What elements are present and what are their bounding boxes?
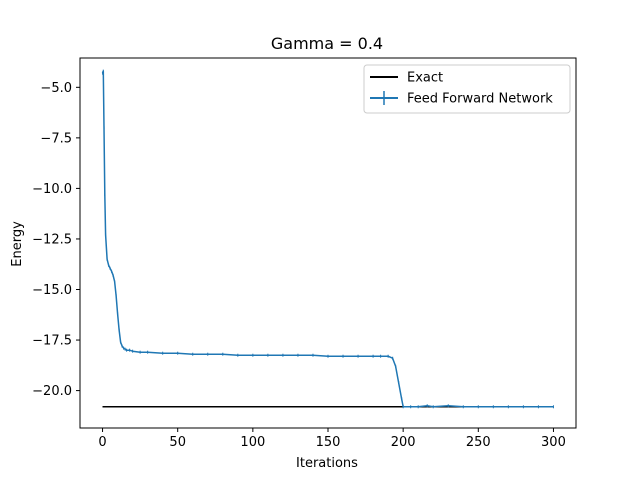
x-tick-label: 50 xyxy=(169,435,186,450)
x-tick-label: 0 xyxy=(98,435,106,450)
y-tick-label: −7.5 xyxy=(40,131,72,146)
legend-label-1: Feed Forward Network xyxy=(407,92,553,107)
y-axis-label: Energy xyxy=(10,221,25,267)
x-tick-label: 150 xyxy=(316,435,341,450)
plot-area: 0 50 100 150 200 250 300 −5.0 −7.5 −10.0 −12.5 −15.… xyxy=(32,57,577,450)
y-tick-label: −12.5 xyxy=(32,232,72,247)
x-axis-label: Iterations xyxy=(296,456,358,471)
legend: Exact Feed Forward Network xyxy=(363,64,571,114)
y-tick-label: −15.0 xyxy=(32,283,72,298)
x-tick-label: 100 xyxy=(240,435,265,450)
y-tick-label: −5.0 xyxy=(40,81,72,96)
y-tick-label: −17.5 xyxy=(32,334,72,349)
x-tick-label: 200 xyxy=(391,435,416,450)
chart-title: Gamma = 0.4 xyxy=(271,34,383,53)
legend-label-0: Exact xyxy=(407,71,443,86)
y-tick-label: −10.0 xyxy=(32,182,72,197)
x-tick-label: 250 xyxy=(466,435,491,450)
y-tick-label: −20.0 xyxy=(32,384,72,399)
x-tick-label: 300 xyxy=(541,435,566,450)
legend-box xyxy=(363,64,571,114)
